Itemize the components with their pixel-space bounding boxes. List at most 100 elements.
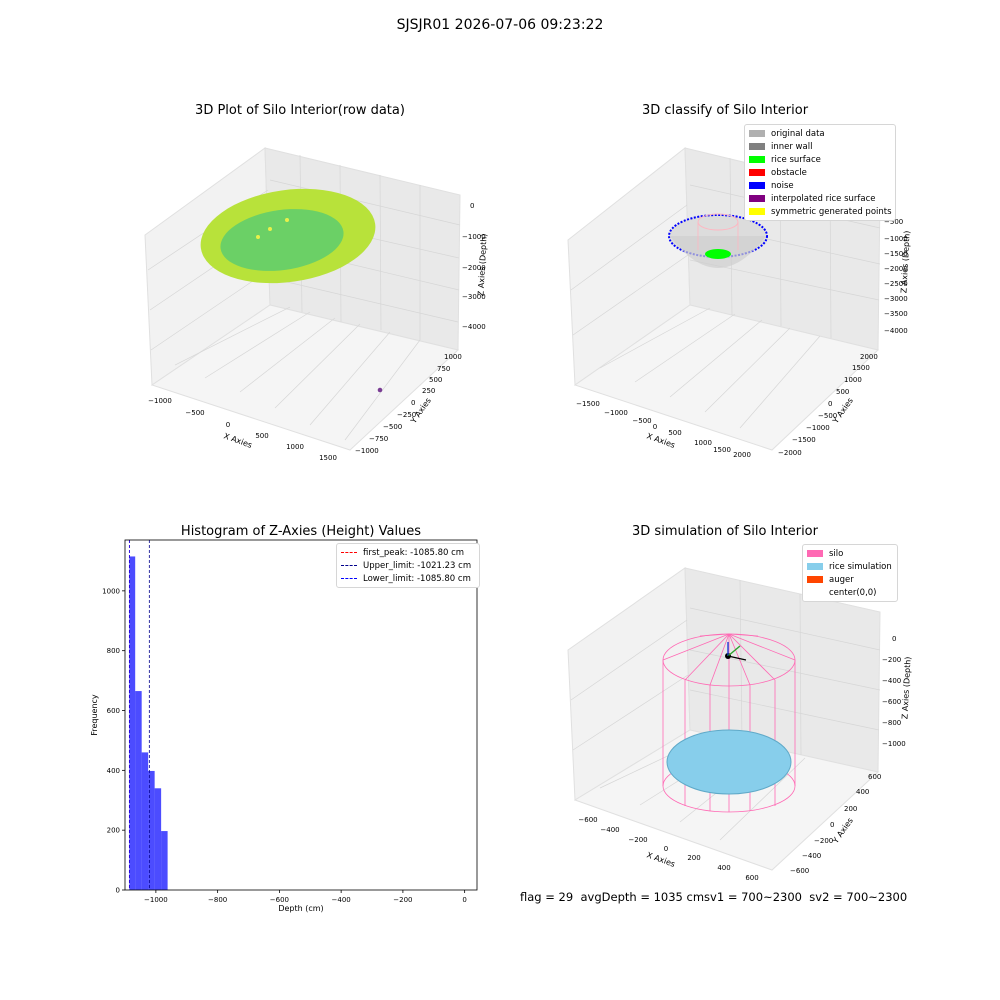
raw-x-label: X Axies xyxy=(222,431,253,450)
histogram-vlines xyxy=(128,540,150,890)
classify-pane-floor xyxy=(573,304,880,451)
y-tick: 500 xyxy=(429,376,442,384)
y-tick: 200 xyxy=(844,805,857,813)
legend-swatch xyxy=(749,130,765,137)
hist-y-ticks: 0 200 400 600 800 1000 xyxy=(102,587,125,895)
raw-point xyxy=(256,235,260,239)
y-tick-label: 0 xyxy=(116,887,120,895)
raw-point xyxy=(268,227,272,231)
legend-item-lower-limit: Lower_limit: -1085.80 cm xyxy=(341,572,475,585)
y-tick: 1000 xyxy=(444,353,462,361)
raw-surface-core xyxy=(220,209,344,271)
x-tick: 500 xyxy=(255,432,268,440)
y-tick: −2000 xyxy=(778,449,802,457)
sim-axis-x xyxy=(727,655,747,661)
legend-item-obstacle: obstacle xyxy=(749,166,891,179)
z-tick: −3500 xyxy=(884,310,908,318)
histogram-bar xyxy=(161,831,168,890)
z-tick: −2000 xyxy=(884,265,908,273)
classify-3d-plot[interactable]: −1500 −1000 −500 0 500 1000 1500 2000 X … xyxy=(500,0,1000,500)
classify-y-ticks: −2000 −1500 −1000 −500 0 500 1000 1500 2… xyxy=(778,353,878,457)
classify-z-label: Z Axies (Depth) xyxy=(899,230,911,293)
z-tick: −1000 xyxy=(462,233,486,241)
x-tick: 0 xyxy=(664,845,668,853)
x-tick: 400 xyxy=(717,864,730,872)
legend-item-interpolated: interpolated rice surface xyxy=(749,192,891,205)
raw-x-ticks: −1000 −500 0 500 1000 1500 xyxy=(148,397,337,462)
z-tick: 0 xyxy=(470,202,474,210)
raw-outlier-point xyxy=(377,387,383,393)
classify-z-ticks: −500 −1000 −1500 −2000 −2500 −3000 −3500… xyxy=(884,218,908,335)
z-tick: −1000 xyxy=(882,740,906,748)
y-tick: 0 xyxy=(411,399,415,407)
y-tick: −200 xyxy=(814,837,833,845)
y-tick: −250 xyxy=(397,411,416,419)
hist-frame xyxy=(124,539,478,891)
y-tick: 400 xyxy=(856,788,869,796)
figure-title: SJSJR01 2026-07-06 09:23:22 xyxy=(396,17,604,33)
x-tick: 500 xyxy=(668,429,681,437)
raw-pane-floor xyxy=(150,304,460,451)
raw-grid xyxy=(147,154,461,441)
y-tick: −500 xyxy=(818,412,837,420)
y-tick: −500 xyxy=(383,423,402,431)
z-tick: 0 xyxy=(892,635,896,643)
histogram-bar xyxy=(129,556,136,890)
y-tick: 600 xyxy=(868,773,881,781)
histogram-bar xyxy=(154,788,162,890)
y-tick: −1000 xyxy=(355,447,379,455)
legend-item-silo: silo xyxy=(807,547,893,560)
y-tick: 0 xyxy=(830,821,834,829)
hist-x-ticks: −1000 −800 −600 −400 −200 0 xyxy=(144,890,467,904)
legend-item-symmetric: symmetric generated points xyxy=(749,205,892,218)
legend-item-noise: noise xyxy=(749,179,891,192)
z-tick: −1500 xyxy=(884,250,908,258)
y-tick: 250 xyxy=(422,387,435,395)
classify-x-ticks: −1500 −1000 −500 0 500 1000 1500 2000 xyxy=(576,400,751,459)
hist-title: Histogram of Z-Axies (Height) Values xyxy=(180,524,422,539)
classify-rice-surface xyxy=(705,249,731,259)
legend-item-auger: auger xyxy=(807,573,893,586)
x-tick: −500 xyxy=(632,417,651,425)
histogram-chart[interactable]: −1000 −800 −600 −400 −200 0 0 200 400 600 800 1000… xyxy=(0,500,500,1000)
x-tick: 1000 xyxy=(694,439,712,447)
x-tick-label: −200 xyxy=(393,896,412,904)
x-tick: −500 xyxy=(185,409,204,417)
hist-x-label: Depth (cm) xyxy=(278,904,323,913)
y-tick: 1000 xyxy=(844,376,862,384)
y-tick: −400 xyxy=(802,852,821,860)
legend-item-original-data: original data xyxy=(749,127,891,140)
y-tick: −1000 xyxy=(806,424,830,432)
sim-3d-plot[interactable]: −600 −400 −200 0 200 400 600 X Axies −60… xyxy=(500,500,1000,1000)
x-tick: 600 xyxy=(745,874,758,882)
sim-y-ticks: −600 −400 −200 0 200 400 600 xyxy=(790,773,881,875)
x-tick: 1500 xyxy=(319,454,337,462)
y-tick-label: 200 xyxy=(107,827,120,835)
raw-z-label: Z Axies (Depth) xyxy=(476,233,488,296)
sim-z-ticks: 0 −200 −400 −600 −800 −1000 xyxy=(882,635,906,748)
z-tick: −4000 xyxy=(462,323,486,331)
x-tick: −1000 xyxy=(604,409,628,417)
y-tick: 1500 xyxy=(852,364,870,372)
legend-item-rice-simulation: rice simulation xyxy=(807,560,893,573)
z-tick: −200 xyxy=(882,656,901,664)
x-tick: 1500 xyxy=(713,446,731,454)
histogram-bar xyxy=(141,752,149,890)
sim-axis-y xyxy=(727,645,741,657)
hist-y-label: Frequency xyxy=(90,694,99,736)
raw-plot-title: 3D Plot of Silo Interior(row data) xyxy=(195,103,405,118)
x-tick-label: −400 xyxy=(332,896,351,904)
x-tick-label: −800 xyxy=(208,896,227,904)
histogram-bar xyxy=(135,691,142,890)
x-tick: 2000 xyxy=(733,451,751,459)
sim-legend: silo rice simulation auger center(0,0) xyxy=(802,544,898,602)
classify-y-label: Y Axies xyxy=(830,396,855,426)
x-tick: −200 xyxy=(628,836,647,844)
hist-legend: first_peak: -1085.80 cm Upper_limit: -10… xyxy=(336,543,480,588)
sim-plot-title: 3D simulation of Silo Interior xyxy=(632,524,818,539)
legend-item-upper-limit: Upper_limit: -1021.23 cm xyxy=(341,559,475,572)
legend-item-inner-wall: inner wall xyxy=(749,140,891,153)
raw-3d-plot[interactable]: −1000 −500 0 500 1000 1500 X Axies −1000… xyxy=(0,0,500,500)
x-tick: −400 xyxy=(600,826,619,834)
y-tick-label: 600 xyxy=(107,707,120,715)
